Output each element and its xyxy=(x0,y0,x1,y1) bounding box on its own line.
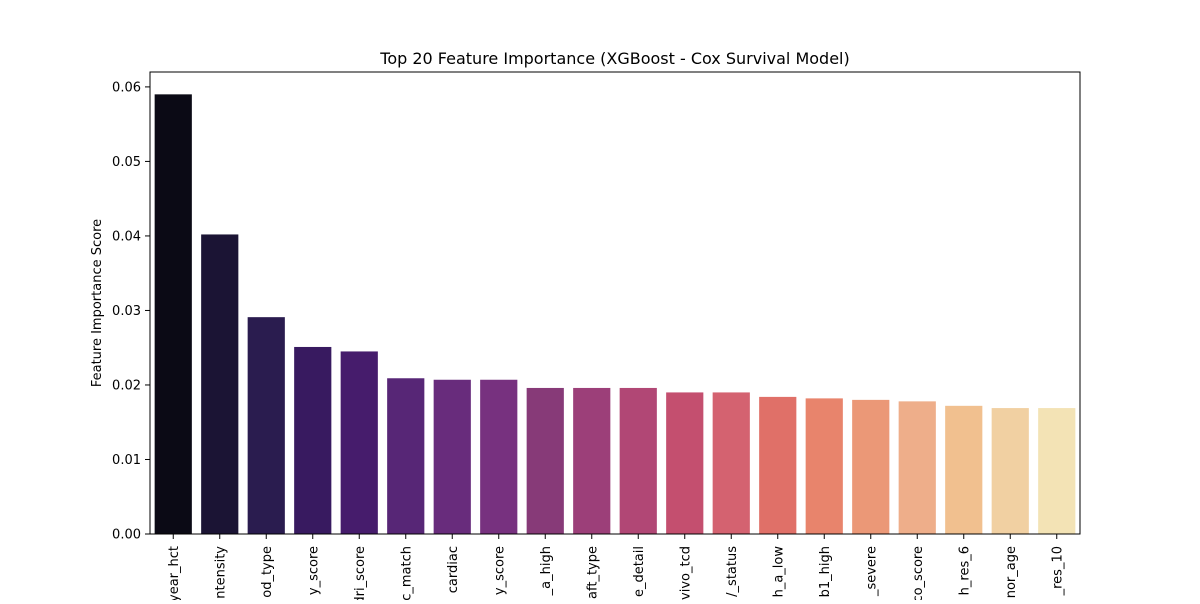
x-axis-ticks: year_hct ntensity od_type y_score dri_score c… xyxy=(167,534,1065,604)
bar-17 xyxy=(898,401,936,534)
bar-6 xyxy=(387,378,425,534)
bar-11 xyxy=(619,387,657,534)
bar-10 xyxy=(573,387,611,534)
bar-13 xyxy=(712,392,750,534)
plot-frame xyxy=(149,71,1081,535)
y-tick-label: 0.04 xyxy=(112,229,141,244)
bar-15 xyxy=(805,398,843,534)
bar-12 xyxy=(666,392,704,534)
y-axis-label: Feature Importance Score xyxy=(90,219,105,387)
x-tick-label: _res_10 xyxy=(1050,546,1065,596)
bar-8 xyxy=(480,379,518,534)
x-tick-label: _a_high xyxy=(539,546,554,596)
x-tick-label: year_hct xyxy=(167,546,182,600)
x-tick-label: h_res_6 xyxy=(957,546,972,595)
x-tick-label: y_score xyxy=(306,546,321,595)
x-tick-label: ntensity xyxy=(213,546,228,599)
bar-9 xyxy=(526,387,564,534)
y-tick-label: 0.02 xyxy=(112,378,141,393)
bar-5 xyxy=(340,351,378,534)
bar-19 xyxy=(991,408,1029,534)
bar-4 xyxy=(294,346,332,534)
bar-1 xyxy=(154,94,192,534)
chart-title: Top 20 Feature Importance (XGBoost - Cox… xyxy=(379,49,849,68)
y-tick-label: 0.00 xyxy=(112,528,141,543)
bar-3 xyxy=(247,317,285,534)
y-tick-label: 0.03 xyxy=(112,304,141,319)
x-tick-label: od_type xyxy=(260,546,275,598)
y-tick-label: 0.05 xyxy=(112,155,141,170)
x-tick-label: cardiac xyxy=(446,546,461,593)
bar-2 xyxy=(201,234,239,534)
x-tick-label: aft_type xyxy=(585,546,600,599)
x-tick-label: b1_high xyxy=(818,546,833,597)
y-tick-label: 0.01 xyxy=(112,453,141,468)
bar-20 xyxy=(1038,408,1076,534)
bar-7 xyxy=(433,379,471,534)
x-tick-label: vivo_tcd xyxy=(678,546,693,600)
bar-16 xyxy=(852,399,890,534)
bar-14 xyxy=(759,396,797,534)
x-tick-label: nor_age xyxy=(1004,546,1019,598)
x-tick-label: c_match xyxy=(399,546,414,600)
x-tick-label: co_score xyxy=(911,546,926,600)
x-tick-label: _severe xyxy=(864,546,879,597)
x-tick-label: y_score xyxy=(492,546,507,595)
x-tick-label: e_detail xyxy=(632,546,647,597)
bar-18 xyxy=(945,405,983,534)
y-axis-ticks: 0.00 0.01 0.02 0.03 0.04 0.05 0.06 xyxy=(112,80,150,543)
x-tick-label: dri_score xyxy=(353,546,368,600)
bars-group xyxy=(154,94,1076,534)
y-tick-label: 0.06 xyxy=(112,80,141,95)
x-tick-label: /_status xyxy=(725,546,740,597)
x-tick-label: h_a_low xyxy=(771,546,786,598)
